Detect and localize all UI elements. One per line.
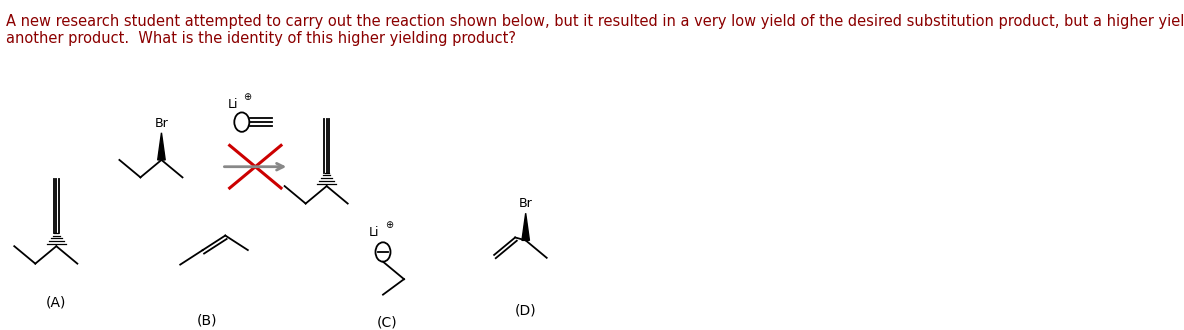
Text: Li: Li — [368, 226, 379, 239]
Polygon shape — [157, 133, 166, 160]
Text: (B): (B) — [197, 313, 217, 327]
Text: Li: Li — [227, 98, 238, 111]
Text: ⊕: ⊕ — [244, 92, 251, 102]
Text: Br: Br — [155, 117, 168, 130]
Text: ⊕: ⊕ — [385, 220, 393, 230]
Polygon shape — [522, 213, 529, 240]
Text: (A): (A) — [46, 296, 66, 310]
Text: A new research student attempted to carry out the reaction shown below, but it r: A new research student attempted to carr… — [6, 14, 1184, 29]
Text: Br: Br — [519, 197, 533, 210]
Text: (D): (D) — [515, 303, 536, 317]
Text: (C): (C) — [377, 315, 397, 329]
Text: another product.  What is the identity of this higher yielding product?: another product. What is the identity of… — [6, 31, 516, 46]
